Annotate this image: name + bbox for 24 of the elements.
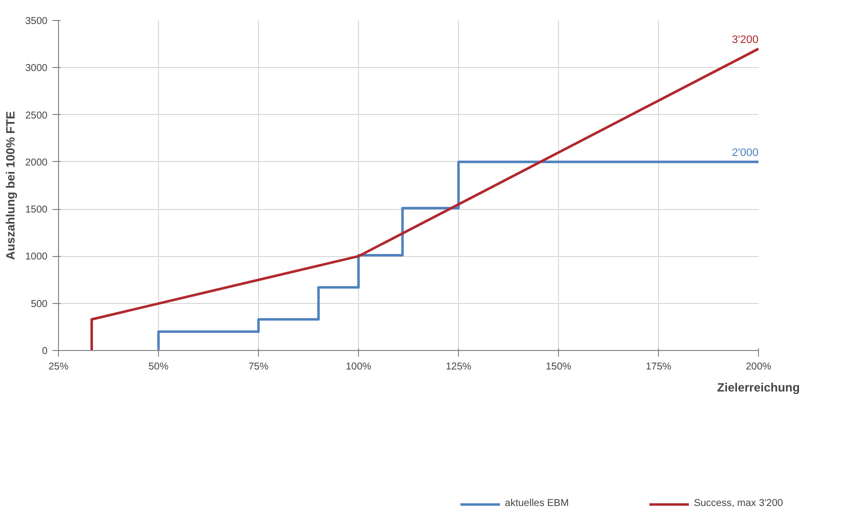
x-tick-label: 150% (546, 362, 572, 372)
line-series (157, 160, 758, 350)
x-tick-label: 25% (48, 362, 69, 372)
y-tick-label: 500 (30, 298, 48, 310)
x-axis-title: Zielerreichung (717, 380, 800, 394)
y-tick-label: 2000 (25, 157, 48, 168)
y-tick-label: 3000 (25, 63, 48, 74)
x-tick-label: 200% (746, 362, 772, 372)
x-tick-label: 125% (446, 362, 472, 372)
annotation: 3'200 (732, 34, 759, 46)
line-series (90, 48, 758, 350)
x-tick-label: 75% (248, 362, 269, 372)
x-tick-label: 100% (346, 362, 372, 372)
annotation: 2'000 (732, 146, 759, 159)
y-tick-label: 2500 (25, 110, 48, 122)
legend-label: Success, max 3'200 (694, 498, 783, 509)
y-tick-label: 3500 (25, 16, 48, 27)
y-tick-label: 0 (42, 346, 48, 357)
y-tick-label: 1500 (25, 204, 48, 216)
y-axis-title: Auszahlung bei 100% FTE (3, 111, 18, 260)
legend-label: aktuelles EBM (504, 498, 569, 509)
y-tick-label: 1000 (25, 252, 48, 263)
x-tick-label: 50% (148, 362, 169, 372)
x-tick-label: 175% (646, 362, 672, 372)
